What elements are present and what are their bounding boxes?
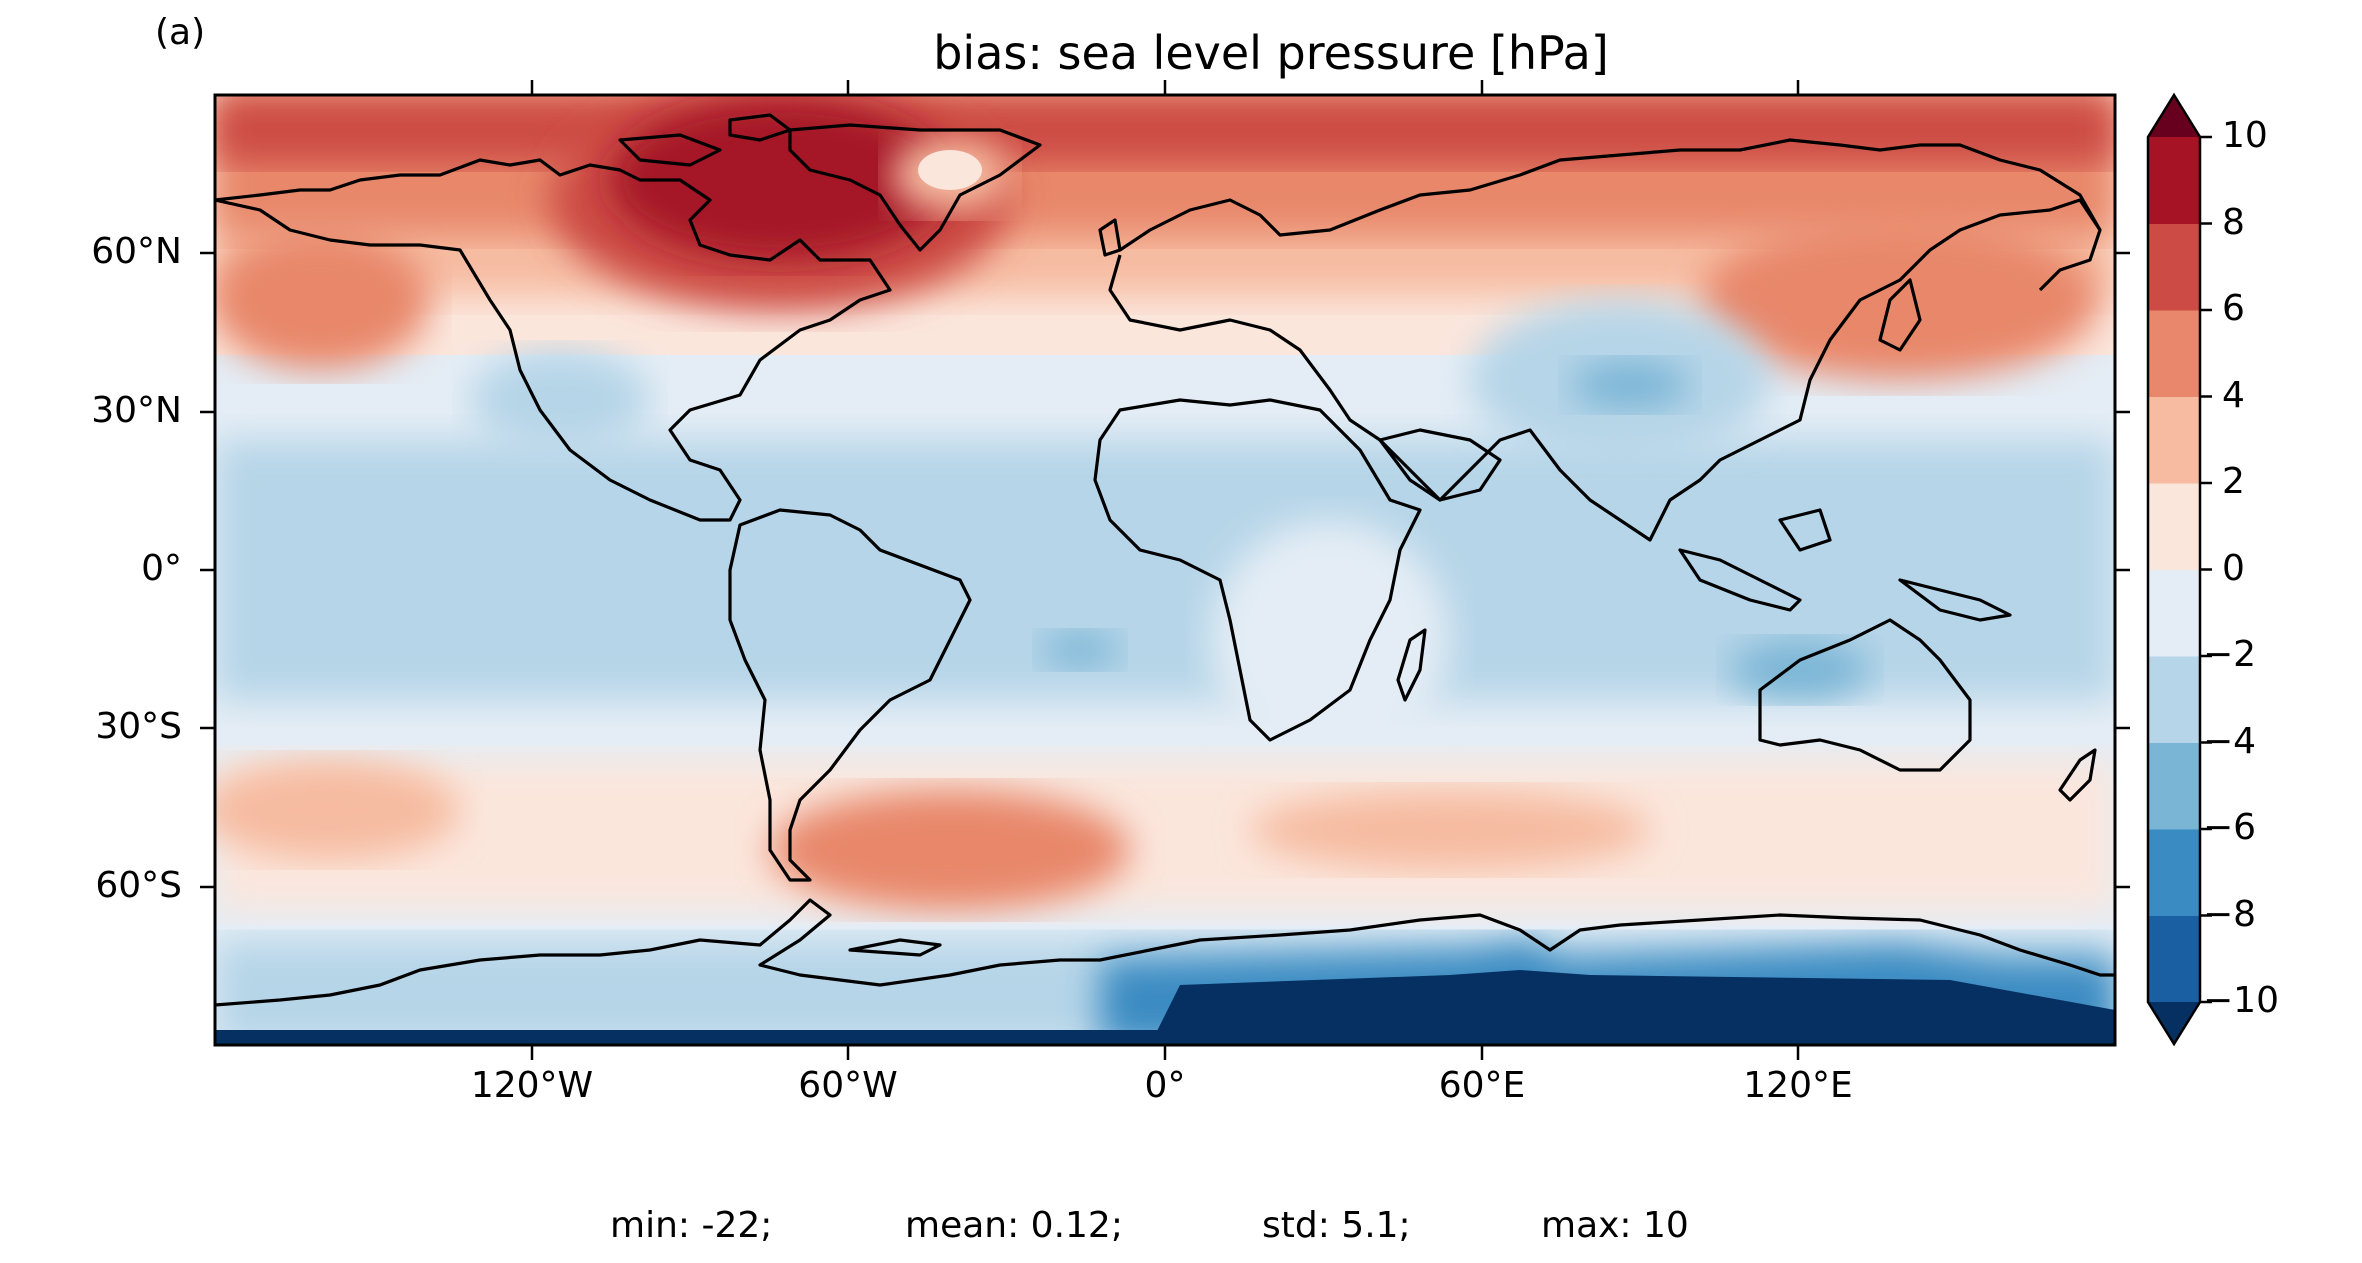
- colorbar-segment: [2148, 569, 2200, 657]
- colorbar-tick-label: 2: [2222, 461, 2245, 502]
- colorbar-tick-label: −8: [2203, 893, 2257, 935]
- colorbar-extend-max: [2148, 95, 2200, 137]
- colorbar-tick-label: 4: [2222, 374, 2245, 416]
- lat-tick-label: 60°S: [95, 865, 182, 906]
- lat-tick-label: 30°S: [95, 706, 182, 747]
- colorbar-tick-label: 6: [2222, 288, 2245, 329]
- lat-tick-label: 30°N: [91, 390, 182, 431]
- colorbar-tick-label: 8: [2222, 201, 2245, 243]
- colorbar-tick-label: −4: [2203, 720, 2257, 762]
- lat-ticks: [200, 251, 2130, 889]
- colorbar: [2146, 92, 2212, 1047]
- lon-tick-label: 0°: [1144, 1065, 1186, 1106]
- colorbar-segment: [2148, 223, 2200, 311]
- panel-label: (a): [155, 12, 206, 53]
- colorbar-tick-label: 0: [2222, 547, 2245, 589]
- colorbar-segment: [2148, 829, 2200, 916]
- map-title: bias: sea level pressure [hPa]: [933, 26, 1609, 80]
- colorbar-segment: [2148, 483, 2200, 570]
- lat-tick-label: 0°: [141, 548, 182, 589]
- lat-tick-label: 60°N: [91, 231, 182, 272]
- colorbar-extend-min: [2148, 1002, 2200, 1044]
- colorbar-segment: [2148, 742, 2200, 830]
- lon-tick-label: 60°E: [1438, 1065, 1526, 1106]
- coastlines: [215, 113, 2115, 1007]
- lon-tick-label: 120°W: [470, 1065, 594, 1106]
- colorbar-tick-label: −10: [2203, 980, 2279, 1021]
- lon-tick-label: 120°E: [1743, 1065, 1853, 1106]
- stat-mean: mean: 0.12;: [905, 1205, 1123, 1246]
- stat-min: min: -22;: [610, 1205, 773, 1246]
- colorbar-tick-label: −6: [2203, 807, 2257, 848]
- stat-max: max: 10: [1541, 1205, 1689, 1246]
- colorbar-segment: [2148, 656, 2200, 743]
- colorbar-segment: [2148, 310, 2200, 397]
- colorbar-segment: [2148, 915, 2200, 1003]
- lon-ticks: [530, 80, 1800, 1060]
- lon-tick-label: 60°W: [798, 1065, 898, 1106]
- colorbar-tick-label: −2: [2203, 634, 2257, 675]
- colorbar-tick-label: 10: [2222, 115, 2268, 156]
- stat-std: std: 5.1;: [1262, 1205, 1411, 1246]
- colorbar-segment: [2148, 396, 2200, 484]
- colorbar-segment: [2148, 137, 2200, 224]
- pressure-bias-field: [215, 95, 2115, 1045]
